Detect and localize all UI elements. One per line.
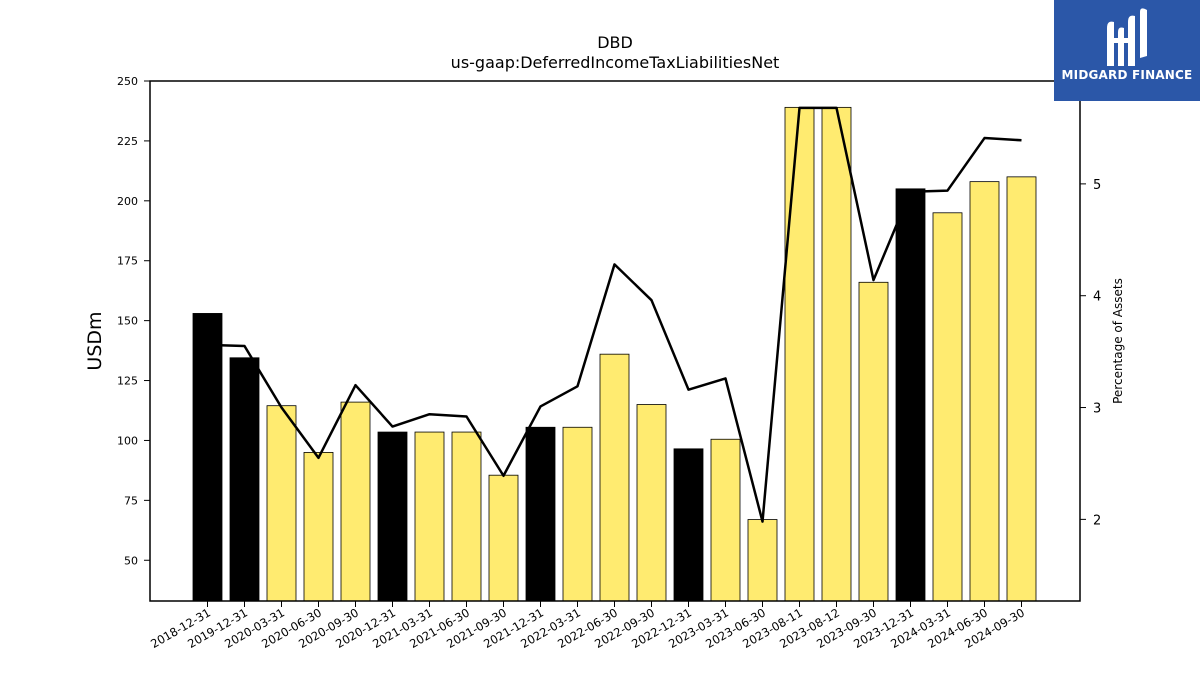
bar — [414, 431, 445, 602]
bar — [1006, 176, 1037, 602]
y-tick-label: 225 — [117, 135, 138, 148]
y2-tick-label: 2 — [1093, 513, 1101, 528]
bar — [599, 353, 630, 602]
bar — [858, 281, 889, 602]
y-tick-label: 150 — [117, 315, 138, 328]
bar — [895, 188, 926, 602]
y-tick-label: 200 — [117, 195, 138, 208]
bar — [969, 181, 1000, 602]
bar — [784, 106, 815, 602]
logo: MIDGARD FINANCE — [1054, 0, 1200, 101]
bar — [192, 313, 223, 602]
bar — [562, 426, 593, 602]
bar — [673, 448, 704, 602]
bar — [932, 212, 963, 602]
bar — [747, 519, 778, 602]
chart-title: DBD — [597, 33, 633, 52]
bar — [488, 474, 519, 602]
bar — [229, 357, 260, 602]
chart-subtitle: us-gaap:DeferredIncomeTaxLiabilitiesNet — [451, 53, 780, 72]
bar — [266, 405, 297, 602]
y2-tick-label: 4 — [1093, 290, 1101, 305]
y-tick-label: 50 — [124, 554, 138, 567]
bar — [451, 431, 482, 602]
y-tick-label: 100 — [117, 434, 138, 447]
bar — [340, 401, 371, 602]
logo-text: MIDGARD FINANCE — [1061, 68, 1193, 82]
bar — [636, 404, 667, 602]
y2-tick-label: 5 — [1093, 178, 1101, 193]
y-tick-label: 125 — [117, 375, 138, 388]
bar — [821, 106, 852, 602]
y2-axis-label: Percentage of Assets — [1111, 278, 1125, 404]
y-tick-label: 250 — [117, 75, 138, 88]
y2-tick-label: 3 — [1093, 402, 1101, 417]
bar — [377, 431, 408, 602]
logo-icon — [1107, 8, 1147, 67]
bar — [710, 438, 741, 602]
percentage-line — [207, 106, 1022, 523]
bar — [303, 452, 334, 602]
bar — [525, 426, 556, 602]
y-tick-label: 75 — [124, 494, 138, 507]
y-axis-label: USDm — [84, 311, 106, 370]
y-tick-label: 175 — [117, 255, 138, 268]
